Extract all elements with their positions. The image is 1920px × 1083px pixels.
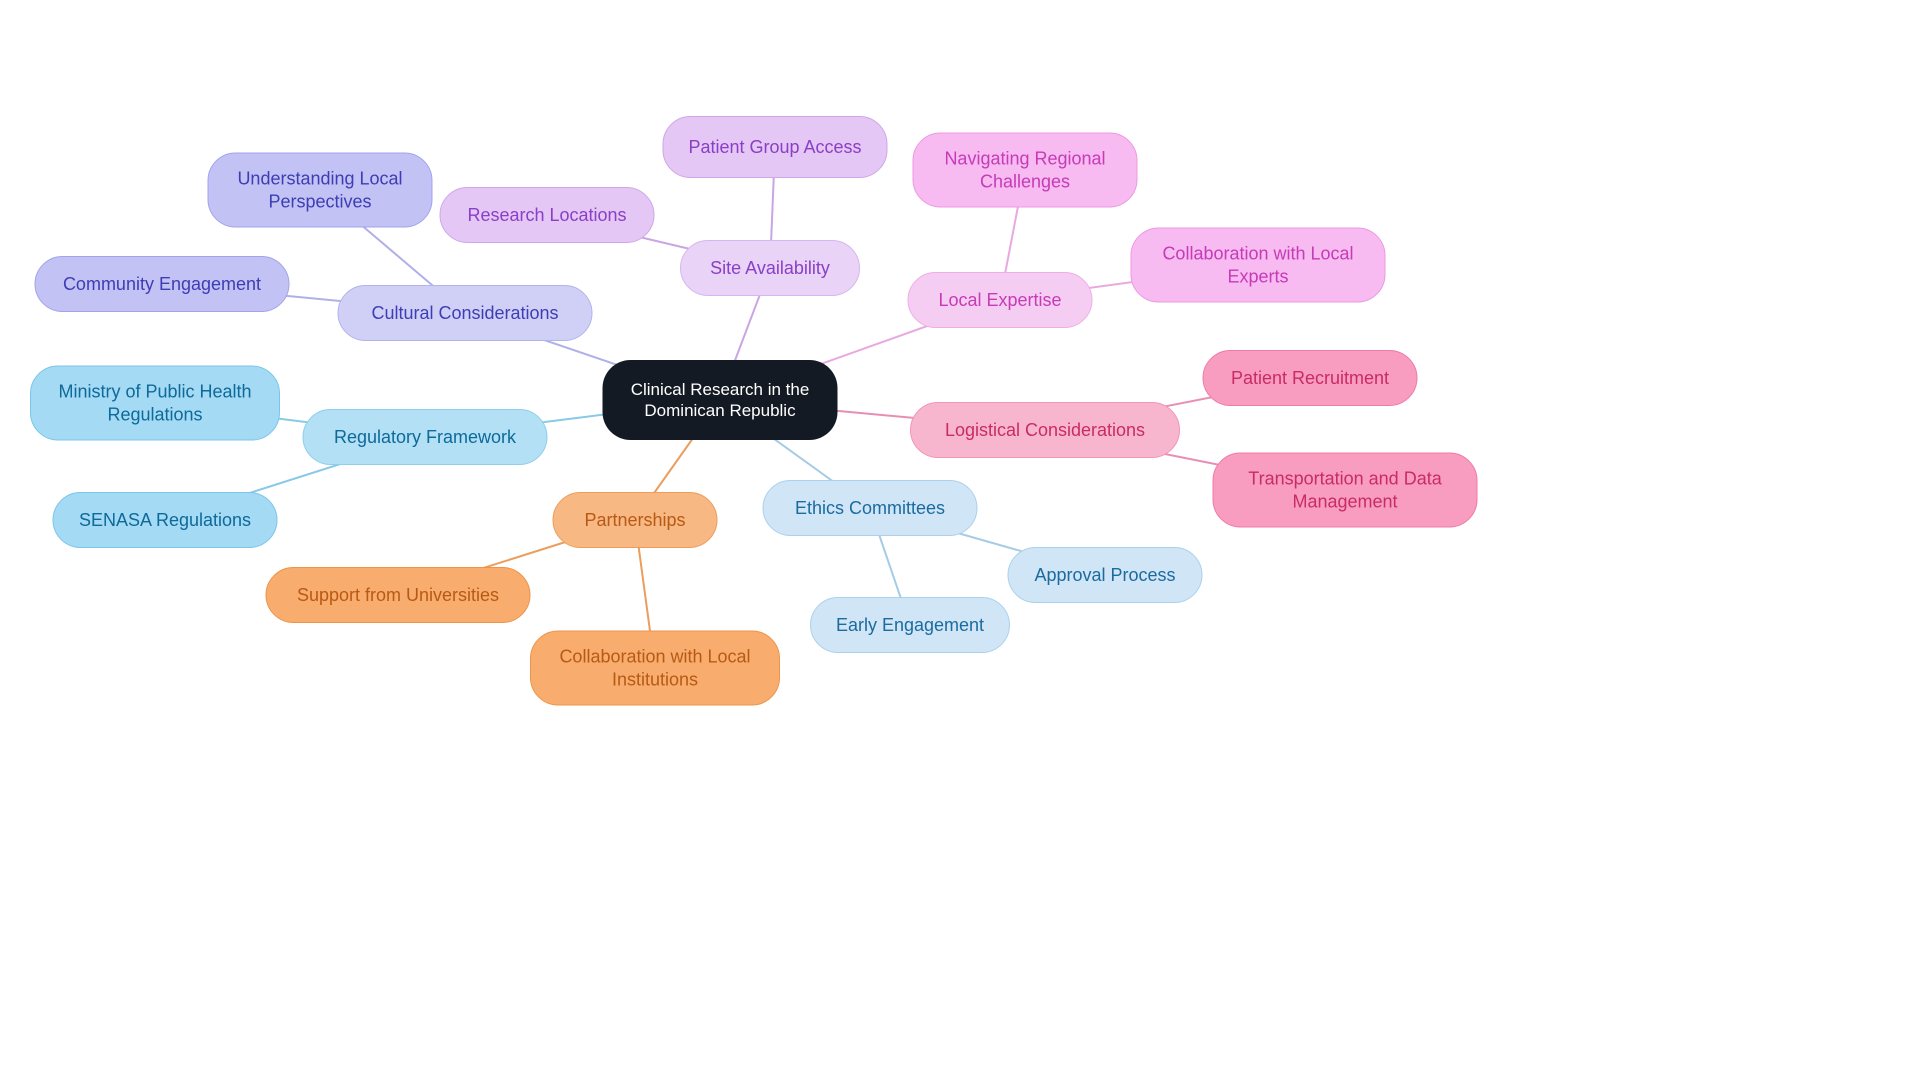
node-label: Transportation and Data Management bbox=[1248, 468, 1441, 513]
node-log-patient: Patient Recruitment bbox=[1203, 350, 1418, 406]
node-label: Partnerships bbox=[584, 509, 685, 532]
node-label: Support from Universities bbox=[297, 584, 499, 607]
node-logistics: Logistical Considerations bbox=[910, 402, 1180, 458]
node-label: Community Engagement bbox=[63, 273, 261, 296]
node-part-inst: Collaboration with Local Institutions bbox=[530, 631, 780, 706]
node-cult-persp: Understanding Local Perspectives bbox=[208, 153, 433, 228]
node-reg-senasa: SENASA Regulations bbox=[53, 492, 278, 548]
node-regulatory: Regulatory Framework bbox=[303, 409, 548, 465]
node-label: Collaboration with Local Institutions bbox=[559, 646, 750, 691]
node-local-collab: Collaboration with Local Experts bbox=[1131, 228, 1386, 303]
node-cultural: Cultural Considerations bbox=[338, 285, 593, 341]
node-label: Research Locations bbox=[467, 204, 626, 227]
node-label: Approval Process bbox=[1034, 564, 1175, 587]
node-ethics-approval: Approval Process bbox=[1008, 547, 1203, 603]
node-local: Local Expertise bbox=[908, 272, 1093, 328]
node-label: Clinical Research in the Dominican Repub… bbox=[631, 379, 810, 422]
node-label: Understanding Local Perspectives bbox=[237, 168, 402, 213]
node-label: Patient Recruitment bbox=[1231, 367, 1389, 390]
node-part-uni: Support from Universities bbox=[266, 567, 531, 623]
node-label: Site Availability bbox=[710, 257, 830, 280]
node-site-loc: Research Locations bbox=[440, 187, 655, 243]
node-label: Cultural Considerations bbox=[371, 302, 558, 325]
node-label: Collaboration with Local Experts bbox=[1162, 243, 1353, 288]
node-local-nav: Navigating Regional Challenges bbox=[913, 133, 1138, 208]
node-label: Early Engagement bbox=[836, 614, 984, 637]
node-cult-comm: Community Engagement bbox=[35, 256, 290, 312]
node-label: Regulatory Framework bbox=[334, 426, 516, 449]
node-reg-ministry: Ministry of Public Health Regulations bbox=[30, 366, 280, 441]
node-partners: Partnerships bbox=[553, 492, 718, 548]
node-label: Ethics Committees bbox=[795, 497, 945, 520]
node-site-group: Patient Group Access bbox=[663, 116, 888, 178]
node-label: Navigating Regional Challenges bbox=[944, 148, 1105, 193]
node-ethics: Ethics Committees bbox=[763, 480, 978, 536]
node-label: Ministry of Public Health Regulations bbox=[58, 381, 251, 426]
node-site: Site Availability bbox=[680, 240, 860, 296]
node-label: Patient Group Access bbox=[688, 136, 861, 159]
node-center: Clinical Research in the Dominican Repub… bbox=[603, 360, 838, 440]
node-label: SENASA Regulations bbox=[79, 509, 251, 532]
node-ethics-early: Early Engagement bbox=[810, 597, 1010, 653]
node-label: Local Expertise bbox=[938, 289, 1061, 312]
node-log-trans: Transportation and Data Management bbox=[1213, 453, 1478, 528]
node-label: Logistical Considerations bbox=[945, 419, 1145, 442]
